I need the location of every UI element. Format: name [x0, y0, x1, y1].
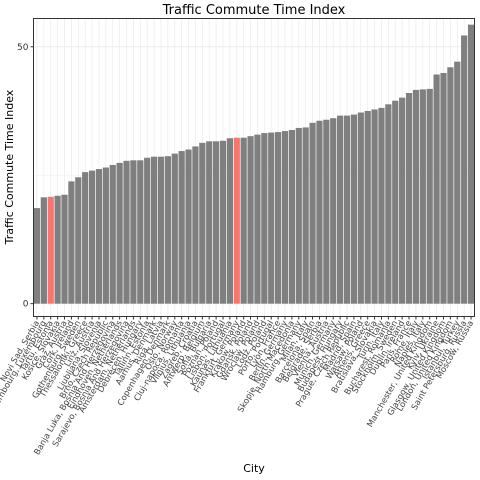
bar	[219, 140, 227, 304]
bar	[461, 35, 468, 304]
bar	[309, 122, 316, 304]
bar	[419, 89, 426, 304]
plot-panel-border	[33, 18, 475, 317]
bar	[68, 181, 75, 304]
bar	[226, 138, 233, 304]
bar	[130, 160, 137, 304]
y-tick-label: 50	[17, 43, 29, 53]
bar	[412, 89, 420, 304]
bar	[199, 142, 206, 304]
chart-title: Traffic Commute Time Index	[162, 3, 346, 18]
bar	[247, 136, 254, 304]
bar	[95, 169, 103, 304]
bar	[392, 100, 399, 304]
bar	[316, 120, 323, 304]
bar	[82, 172, 89, 304]
bar	[40, 197, 47, 304]
bar	[288, 129, 295, 304]
bar	[275, 132, 282, 304]
bar	[295, 127, 302, 304]
bar	[330, 118, 337, 304]
bar	[405, 93, 413, 304]
bars-group	[33, 24, 475, 304]
bar	[144, 157, 151, 304]
bar	[399, 97, 406, 304]
bar	[54, 195, 61, 304]
bar	[102, 167, 109, 304]
bar	[426, 88, 433, 304]
bar	[454, 61, 461, 304]
bar	[302, 127, 309, 304]
bar	[88, 170, 96, 304]
bar	[164, 156, 171, 304]
bar	[157, 156, 165, 304]
bar	[343, 115, 351, 304]
bar	[337, 115, 344, 304]
bar	[150, 156, 158, 304]
bar	[116, 162, 123, 304]
bar	[206, 141, 213, 304]
bar	[323, 119, 330, 304]
bar	[109, 164, 116, 304]
bar	[371, 109, 378, 304]
x-axis-title: City	[243, 462, 265, 475]
bar	[137, 160, 144, 304]
bar	[213, 141, 220, 304]
bar	[364, 110, 371, 304]
y-axis: 0 50	[17, 43, 34, 310]
bar	[268, 132, 275, 304]
bar	[47, 196, 54, 304]
bar	[357, 112, 364, 304]
bar	[378, 107, 385, 304]
y-tick-label: 0	[23, 300, 29, 310]
bar	[61, 194, 68, 304]
bar	[178, 151, 185, 304]
bar	[447, 67, 454, 304]
bar	[433, 74, 440, 304]
bar	[192, 146, 199, 304]
bar	[171, 153, 178, 304]
bar	[75, 177, 82, 304]
bar	[123, 160, 130, 304]
bar	[281, 131, 289, 304]
bar	[440, 72, 447, 304]
bar	[233, 137, 240, 304]
bar	[240, 137, 247, 304]
bar	[254, 134, 261, 304]
bar	[261, 133, 268, 304]
bar	[467, 24, 475, 304]
y-axis-title: Traffic Commute Time Index	[3, 89, 16, 245]
bar	[385, 104, 392, 304]
bar	[33, 208, 41, 304]
bar	[185, 149, 192, 304]
bar	[350, 114, 358, 304]
